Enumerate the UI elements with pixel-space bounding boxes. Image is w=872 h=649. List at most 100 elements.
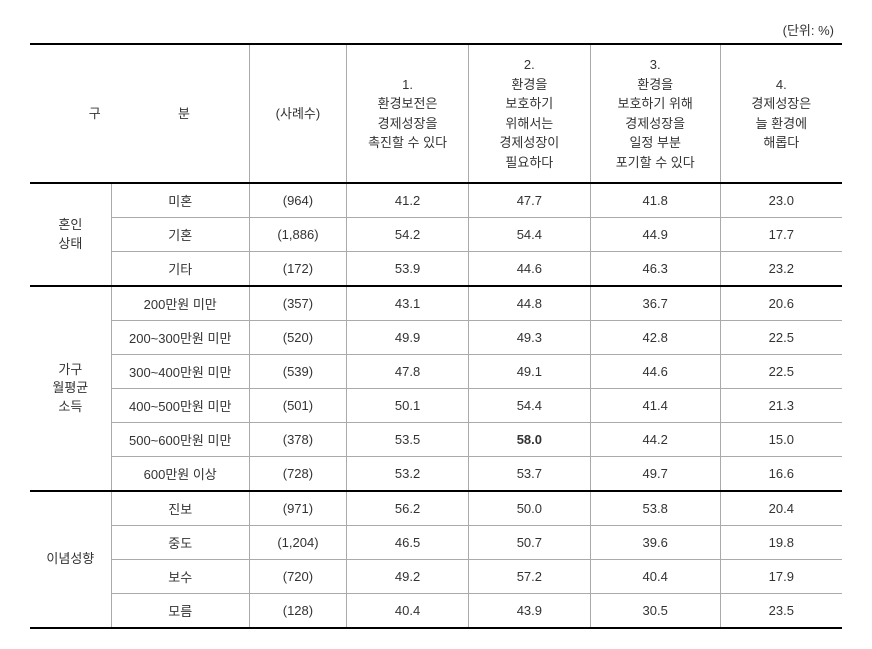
row-label: 모름 — [111, 594, 249, 629]
value-cell: 20.4 — [720, 491, 842, 526]
value-cell: 44.8 — [468, 286, 590, 321]
value-cell: 54.4 — [468, 218, 590, 252]
data-table: 구 분 (사례수) 1. 환경보전은 경제성장을 촉진할 수 있다 2. 환경을… — [30, 43, 842, 629]
table-row: 가구 월평균 소득200만원 미만(357)43.144.836.720.6 — [30, 286, 842, 321]
value-cell: 54.2 — [347, 218, 469, 252]
row-count: (520) — [249, 321, 346, 355]
value-cell: 22.5 — [720, 321, 842, 355]
value-cell: 53.8 — [590, 491, 720, 526]
category-cell: 이념성향 — [30, 491, 111, 628]
value-cell: 17.9 — [720, 560, 842, 594]
value-cell: 46.3 — [590, 252, 720, 287]
category-cell: 혼인 상태 — [30, 183, 111, 286]
table-row: 이념성향진보(971)56.250.053.820.4 — [30, 491, 842, 526]
row-label: 200~300만원 미만 — [111, 321, 249, 355]
row-label: 200만원 미만 — [111, 286, 249, 321]
value-cell: 49.3 — [468, 321, 590, 355]
value-cell: 43.1 — [347, 286, 469, 321]
row-count: (964) — [249, 183, 346, 218]
value-cell: 47.7 — [468, 183, 590, 218]
value-cell: 22.5 — [720, 355, 842, 389]
value-cell: 57.2 — [468, 560, 590, 594]
value-cell: 15.0 — [720, 423, 842, 457]
value-cell: 44.6 — [468, 252, 590, 287]
table-row: 기타(172)53.944.646.323.2 — [30, 252, 842, 287]
value-cell: 53.5 — [347, 423, 469, 457]
row-label: 500~600만원 미만 — [111, 423, 249, 457]
value-cell: 50.7 — [468, 526, 590, 560]
value-cell: 40.4 — [347, 594, 469, 629]
value-cell: 53.7 — [468, 457, 590, 492]
category-cell: 가구 월평균 소득 — [30, 286, 111, 491]
value-cell: 44.2 — [590, 423, 720, 457]
row-count: (728) — [249, 457, 346, 492]
value-cell: 20.6 — [720, 286, 842, 321]
value-cell: 41.8 — [590, 183, 720, 218]
value-cell: 49.1 — [468, 355, 590, 389]
row-label: 300~400만원 미만 — [111, 355, 249, 389]
value-cell: 53.2 — [347, 457, 469, 492]
table-row: 혼인 상태미혼(964)41.247.741.823.0 — [30, 183, 842, 218]
table-row: 300~400만원 미만(539)47.849.144.622.5 — [30, 355, 842, 389]
unit-label: (단위: %) — [30, 20, 842, 39]
value-cell: 23.0 — [720, 183, 842, 218]
table-row: 200~300만원 미만(520)49.949.342.822.5 — [30, 321, 842, 355]
row-count: (539) — [249, 355, 346, 389]
row-count: (1,886) — [249, 218, 346, 252]
header-col4: 4. 경제성장은 늘 환경에 해롭다 — [720, 44, 842, 183]
value-cell: 30.5 — [590, 594, 720, 629]
header-gubun: 구 분 — [30, 44, 249, 183]
value-cell: 23.5 — [720, 594, 842, 629]
value-cell: 50.1 — [347, 389, 469, 423]
row-label: 기혼 — [111, 218, 249, 252]
value-cell: 49.7 — [590, 457, 720, 492]
header-gubun-right: 분 — [178, 104, 190, 124]
row-label: 기타 — [111, 252, 249, 287]
value-cell: 36.7 — [590, 286, 720, 321]
header-row: 구 분 (사례수) 1. 환경보전은 경제성장을 촉진할 수 있다 2. 환경을… — [30, 44, 842, 183]
header-col2: 2. 환경을 보호하기 위해서는 경제성장이 필요하다 — [468, 44, 590, 183]
value-cell: 41.4 — [590, 389, 720, 423]
value-cell: 49.2 — [347, 560, 469, 594]
table-row: 기혼(1,886)54.254.444.917.7 — [30, 218, 842, 252]
row-count: (1,204) — [249, 526, 346, 560]
value-cell: 44.9 — [590, 218, 720, 252]
row-label: 진보 — [111, 491, 249, 526]
row-count: (128) — [249, 594, 346, 629]
value-cell: 21.3 — [720, 389, 842, 423]
row-count: (720) — [249, 560, 346, 594]
row-count: (378) — [249, 423, 346, 457]
table-row: 500~600만원 미만(378)53.558.044.215.0 — [30, 423, 842, 457]
value-cell: 40.4 — [590, 560, 720, 594]
header-col1: 1. 환경보전은 경제성장을 촉진할 수 있다 — [347, 44, 469, 183]
header-gubun-left: 구 — [89, 104, 101, 124]
value-cell: 19.8 — [720, 526, 842, 560]
value-cell: 46.5 — [347, 526, 469, 560]
value-cell: 43.9 — [468, 594, 590, 629]
row-count: (501) — [249, 389, 346, 423]
row-label: 600만원 이상 — [111, 457, 249, 492]
value-cell: 58.0 — [468, 423, 590, 457]
row-label: 400~500만원 미만 — [111, 389, 249, 423]
table-row: 600만원 이상(728)53.253.749.716.6 — [30, 457, 842, 492]
value-cell: 49.9 — [347, 321, 469, 355]
value-cell: 39.6 — [590, 526, 720, 560]
value-cell: 44.6 — [590, 355, 720, 389]
table-row: 중도(1,204)46.550.739.619.8 — [30, 526, 842, 560]
row-count: (971) — [249, 491, 346, 526]
table-row: 모름(128)40.443.930.523.5 — [30, 594, 842, 629]
value-cell: 41.2 — [347, 183, 469, 218]
value-cell: 56.2 — [347, 491, 469, 526]
row-count: (172) — [249, 252, 346, 287]
row-count: (357) — [249, 286, 346, 321]
value-cell: 42.8 — [590, 321, 720, 355]
table-row: 400~500만원 미만(501)50.154.441.421.3 — [30, 389, 842, 423]
table-row: 보수(720)49.257.240.417.9 — [30, 560, 842, 594]
value-cell: 23.2 — [720, 252, 842, 287]
value-cell: 47.8 — [347, 355, 469, 389]
header-col3: 3. 환경을 보호하기 위해 경제성장을 일정 부분 포기할 수 있다 — [590, 44, 720, 183]
row-label: 미혼 — [111, 183, 249, 218]
value-cell: 16.6 — [720, 457, 842, 492]
header-count: (사례수) — [249, 44, 346, 183]
value-cell: 50.0 — [468, 491, 590, 526]
